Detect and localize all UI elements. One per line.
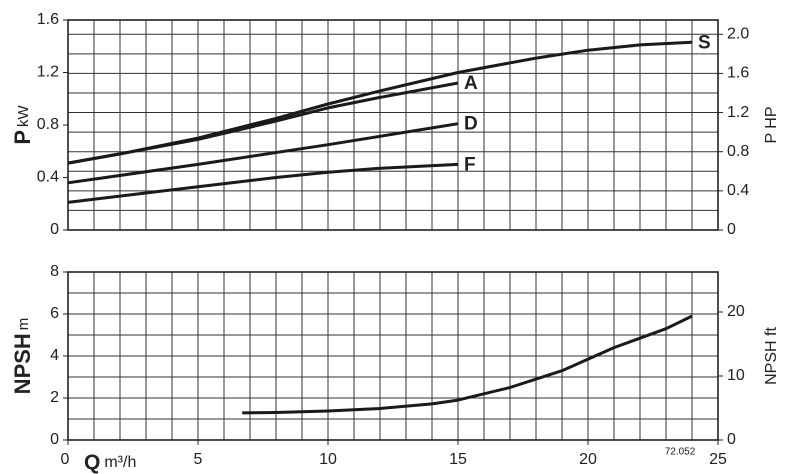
x-tick-label: 5 (194, 451, 203, 468)
y2-tick-label: 10 (727, 367, 745, 384)
curve (67, 162, 459, 204)
y2-tick-label: 0 (727, 431, 736, 448)
x-tick-label: 20 (579, 451, 597, 468)
y-axis-label: PkW (10, 104, 35, 144)
x-tick-label: 15 (449, 451, 467, 468)
y2-tick-label: 0 (727, 221, 736, 238)
y2-tick-label: 0.4 (727, 182, 749, 199)
note: 72.052 (665, 447, 696, 458)
y2-axis-label: P HP (763, 106, 780, 143)
curve-label: A (464, 73, 478, 94)
curve-label: D (464, 114, 478, 135)
y-tick-label: 2 (50, 389, 59, 406)
y2-tick-label: 0.8 (727, 143, 749, 160)
y2-tick-label: 20 (727, 303, 745, 320)
y-tick-label: 1.6 (37, 11, 59, 28)
y-axis-label: NPSH m (10, 318, 35, 395)
curve (67, 81, 459, 165)
x-tick-label: 0 (61, 451, 70, 468)
y-tick-label: 4 (50, 347, 59, 364)
y-tick-label: 0 (50, 431, 59, 448)
plot-frame (67, 19, 719, 231)
y-axis-unit: m (15, 318, 32, 331)
curve-label: S (698, 32, 711, 53)
y-tick-label: 6 (50, 305, 59, 322)
x-axis-unit: m³/h (104, 454, 136, 471)
x-tick-label: 10 (319, 451, 337, 468)
curve (242, 314, 693, 415)
y-tick-label: 8 (50, 263, 59, 280)
y-tick-label: 0.8 (37, 116, 59, 133)
y-tick-label: 1.2 (37, 64, 59, 81)
curve (67, 122, 459, 185)
x-tick-label: 25 (709, 451, 727, 468)
y2-tick-label: 1.6 (727, 65, 749, 82)
y-tick-label: 0.4 (37, 169, 59, 186)
y-axis-symbol: P (10, 130, 35, 145)
x-axis-symbol: Q (84, 451, 100, 474)
y2-axis-label: NPSH ft (763, 327, 780, 385)
y2-tick-label: 1.2 (727, 104, 749, 121)
y2-tick-label: 2.0 (727, 25, 749, 42)
y-tick-label: 0 (50, 221, 59, 238)
y-axis-symbol: NPSH (10, 333, 35, 394)
curve-label: F (464, 154, 476, 175)
y-axis-unit: kW (15, 104, 32, 127)
